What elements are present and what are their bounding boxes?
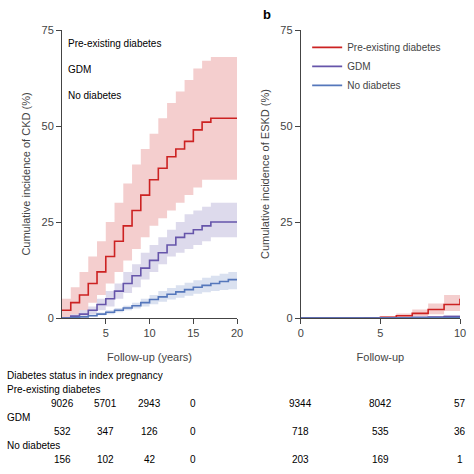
svg-text:9344: 9344 [289,398,312,409]
svg-text:5: 5 [377,327,383,339]
svg-text:GDM: GDM [68,64,91,75]
svg-text:Pre-existing diabetes: Pre-existing diabetes [347,42,440,53]
svg-text:347: 347 [97,426,114,437]
svg-text:2943: 2943 [138,398,161,409]
svg-text:0: 0 [298,327,304,339]
svg-text:10: 10 [454,327,466,339]
svg-text:156: 156 [54,454,71,465]
svg-text:50: 50 [280,120,292,132]
svg-text:57: 57 [454,398,466,409]
svg-text:25: 25 [42,216,54,228]
svg-text:25: 25 [280,216,292,228]
svg-text:5: 5 [103,327,109,339]
svg-text:36: 36 [454,426,466,437]
svg-text:75: 75 [280,24,292,36]
svg-text:15: 15 [187,327,199,339]
svg-text:20: 20 [231,327,243,339]
svg-text:126: 126 [141,426,158,437]
svg-text:Follow-up: Follow-up [357,351,405,363]
svg-text:b: b [263,7,271,22]
svg-text:No diabetes: No diabetes [347,80,400,91]
svg-text:GDM: GDM [7,412,30,423]
svg-text:8042: 8042 [369,398,392,409]
svg-text:0: 0 [190,454,196,465]
svg-text:No diabetes: No diabetes [68,90,121,101]
svg-text:535: 535 [372,426,389,437]
svg-text:GDM: GDM [347,61,370,72]
svg-text:1: 1 [457,454,463,465]
svg-text:0: 0 [190,426,196,437]
svg-text:42: 42 [144,454,156,465]
svg-text:Diabetes status in index pregn: Diabetes status in index pregnancy [7,370,163,381]
svg-text:169: 169 [372,454,389,465]
svg-text:No diabetes: No diabetes [7,440,60,451]
svg-text:Cumulative incidence of CKD (%: Cumulative incidence of CKD (%) [20,92,32,255]
svg-text:5701: 5701 [94,398,117,409]
svg-text:0: 0 [286,312,292,324]
svg-text:9026: 9026 [51,398,74,409]
svg-text:532: 532 [54,426,71,437]
svg-text:Pre-existing diabetes: Pre-existing diabetes [68,38,161,49]
svg-text:102: 102 [97,454,114,465]
svg-text:203: 203 [292,454,309,465]
svg-text:Pre-existing diabetes: Pre-existing diabetes [7,384,100,395]
svg-text:10: 10 [143,327,155,339]
svg-text:718: 718 [292,426,309,437]
svg-text:0: 0 [190,398,196,409]
svg-text:Follow-up (years): Follow-up (years) [107,351,192,363]
svg-text:50: 50 [42,120,54,132]
svg-text:0: 0 [48,312,54,324]
svg-text:Cumulative incidence of ESKD (: Cumulative incidence of ESKD (%) [259,89,271,259]
svg-text:75: 75 [42,24,54,36]
